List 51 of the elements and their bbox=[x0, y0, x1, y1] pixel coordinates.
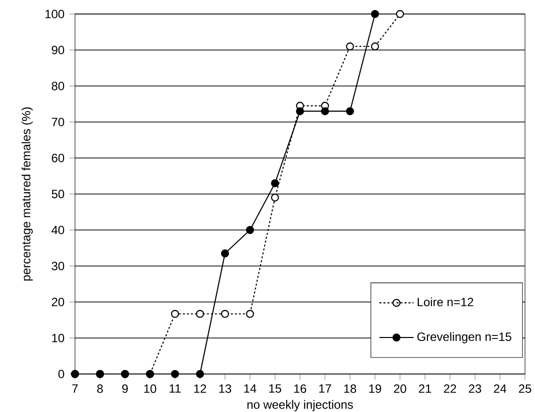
point bbox=[346, 42, 354, 50]
point bbox=[196, 370, 204, 378]
point bbox=[271, 179, 280, 188]
y-tick-label: 0 bbox=[58, 370, 64, 378]
x-tick-label: 23 bbox=[468, 384, 482, 393]
point bbox=[321, 107, 330, 116]
point bbox=[171, 310, 180, 318]
y-axis-title: percentage matured females (%) bbox=[22, 107, 33, 281]
x-tick-label: 20 bbox=[394, 384, 406, 393]
point bbox=[371, 10, 380, 18]
x-tick-label: 13 bbox=[219, 384, 232, 393]
point bbox=[246, 226, 254, 234]
x-tick-label: 24 bbox=[494, 384, 506, 393]
point bbox=[396, 10, 404, 18]
x-tick-label: 10 bbox=[144, 384, 156, 393]
y-tick-label: 40 bbox=[52, 226, 64, 234]
y-tick-label: 10 bbox=[52, 334, 64, 342]
point bbox=[196, 310, 204, 318]
x-tick-label: 21 bbox=[418, 384, 432, 393]
x-tick-label: 25 bbox=[518, 384, 532, 393]
y-tick-label: 80 bbox=[52, 82, 64, 90]
point bbox=[246, 310, 254, 318]
y-tick-label: 90 bbox=[52, 46, 64, 54]
y-tick-label: 70 bbox=[52, 118, 64, 126]
x-tick-label: 8 bbox=[97, 384, 103, 393]
point bbox=[296, 107, 304, 116]
x-tick-label: 18 bbox=[344, 384, 356, 393]
x-tick-label: 7 bbox=[72, 384, 78, 393]
y-tick-label: 100 bbox=[46, 10, 64, 18]
y-tick-label: 20 bbox=[52, 298, 64, 306]
x-tick-label: 16 bbox=[294, 384, 306, 393]
point bbox=[221, 310, 230, 318]
legend-label: Loire n=12 bbox=[418, 297, 474, 306]
x-tick-label: 14 bbox=[244, 384, 256, 393]
point bbox=[171, 370, 180, 378]
x-tick-label: 22 bbox=[444, 384, 456, 393]
x-tick-label: 11 bbox=[170, 384, 181, 393]
point bbox=[371, 42, 380, 50]
x-tick-label: 9 bbox=[122, 384, 128, 393]
legend-label: Grevelingen n=15 bbox=[417, 332, 512, 344]
y-tick-label: 50 bbox=[52, 190, 64, 198]
x-tick-label: 15 bbox=[269, 384, 282, 393]
point bbox=[346, 107, 354, 116]
point bbox=[221, 249, 230, 258]
point bbox=[271, 194, 280, 202]
x-tick-label: 12 bbox=[194, 384, 206, 393]
x-axis-title: no weekly injections bbox=[247, 400, 353, 412]
y-tick-label: 60 bbox=[52, 154, 64, 162]
x-tick-label: 19 bbox=[369, 384, 382, 393]
y-tick-label: 30 bbox=[52, 262, 64, 270]
x-tick-label: 17 bbox=[319, 384, 332, 393]
